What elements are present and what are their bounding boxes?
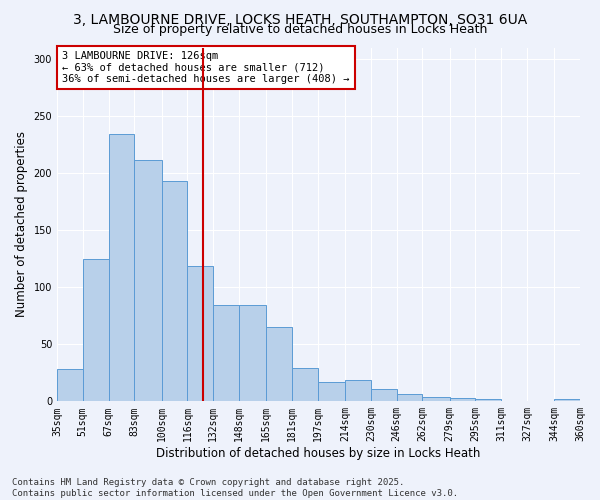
Bar (554, 399, 580, 402)
Bar (475, 399, 501, 402)
X-axis label: Distribution of detached houses by size in Locks Heath: Distribution of detached houses by size … (157, 447, 481, 460)
Bar (345, 380, 371, 402)
Bar (397, 394, 422, 402)
Text: 3 LAMBOURNE DRIVE: 126sqm
← 63% of detached houses are smaller (712)
36% of semi: 3 LAMBOURNE DRIVE: 126sqm ← 63% of detac… (62, 51, 350, 84)
Bar (213, 306, 239, 402)
Bar (422, 397, 449, 402)
Bar (318, 382, 345, 402)
Bar (161, 181, 187, 402)
Bar (449, 398, 475, 402)
Text: 3, LAMBOURNE DRIVE, LOCKS HEATH, SOUTHAMPTON, SO31 6UA: 3, LAMBOURNE DRIVE, LOCKS HEATH, SOUTHAM… (73, 12, 527, 26)
Bar (83, 258, 109, 402)
Bar (266, 327, 292, 402)
Bar (187, 266, 213, 402)
Bar (57, 370, 83, 402)
Text: Contains HM Land Registry data © Crown copyright and database right 2025.
Contai: Contains HM Land Registry data © Crown c… (12, 478, 458, 498)
Bar (239, 306, 266, 402)
Y-axis label: Number of detached properties: Number of detached properties (15, 132, 28, 318)
Bar (292, 368, 318, 402)
Bar (109, 134, 134, 402)
Bar (371, 389, 397, 402)
Bar (134, 160, 161, 402)
Text: Size of property relative to detached houses in Locks Heath: Size of property relative to detached ho… (113, 22, 487, 36)
